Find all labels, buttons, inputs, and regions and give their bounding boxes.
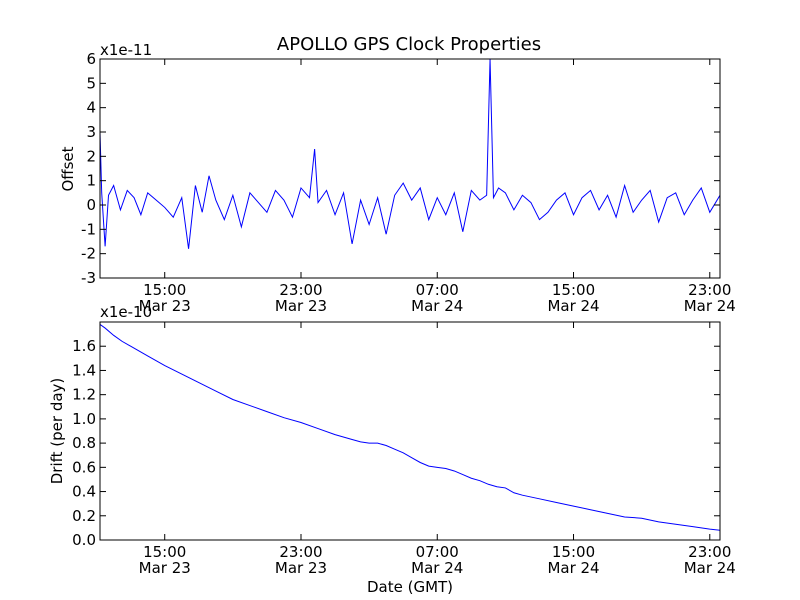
drift-x-tick-time-label: 15:00: [552, 543, 595, 561]
drift-y-tick-label: 0.0: [72, 531, 96, 549]
drift-x-tick-date-label: Mar 24: [547, 559, 599, 577]
offset-y-tick-label: 1: [86, 172, 96, 190]
offset-y-tick-label: -2: [81, 245, 96, 263]
drift-y-tick-label: 0.6: [72, 458, 96, 476]
drift-x-tick-date-label: Mar 23: [139, 559, 191, 577]
offset-x-tick-date-label: Mar 23: [139, 297, 191, 315]
drift-y-tick-label: 0.8: [72, 434, 96, 452]
offset-y-tick-label: 4: [86, 99, 96, 117]
drift-y-axis-label: Drift (per day): [48, 378, 66, 485]
drift-panel: x1e-10 Drift (per day) 0.0 0.2 0.4 0.6 0.8 1.…: [48, 303, 736, 577]
offset-y-tick-label: 5: [86, 74, 96, 92]
drift-y-tick-label: 0.4: [72, 483, 96, 501]
drift-x-tick-date-label: Mar 24: [411, 559, 463, 577]
drift-series-group: [100, 324, 720, 531]
offset-y-tick-label: 0: [86, 196, 96, 214]
offset-y-axis-label: Offset: [59, 146, 77, 191]
offset-x-tick-date-label: Mar 23: [275, 297, 327, 315]
offset-scale-label: x1e-11: [100, 41, 152, 59]
drift-x-tick-time-label: 23:00: [279, 543, 322, 561]
offset-plot-frame: [99, 58, 721, 279]
drift-x-tick-time-label: 07:00: [416, 543, 459, 561]
drift-y-tick-label: 1.2: [72, 386, 96, 404]
drift-plot-frame: [99, 321, 721, 541]
drift-x-tick-date-label: Mar 24: [684, 559, 736, 577]
offset-x-tick-time-label: 15:00: [552, 281, 595, 299]
drift-y-tick-label: 0.2: [72, 507, 96, 525]
offset-y-tick-label: 3: [86, 123, 96, 141]
offset-x-tick-date-label: Mar 24: [684, 297, 736, 315]
offset-x-tick-time-label: 23:00: [688, 281, 731, 299]
x-axis-label: Date (GMT): [367, 578, 453, 596]
drift-x-tick-date-label: Mar 23: [275, 559, 327, 577]
offset-series-group: [100, 59, 720, 249]
offset-x-tick-time-label: 07:00: [416, 281, 459, 299]
drift-y-tick-label: 1.0: [72, 410, 96, 428]
drift-y-tick-label: 1.4: [72, 361, 96, 379]
drift-scale-label: x1e-10: [100, 303, 152, 321]
offset-x-tick-time-label: 15:00: [143, 281, 186, 299]
drift-series-line: [100, 324, 720, 531]
offset-y-tick-label: 2: [86, 147, 96, 165]
offset-y-tick-label: -1: [81, 220, 96, 238]
offset-series-line: [100, 59, 720, 249]
drift-y-tick-label: 1.6: [72, 337, 96, 355]
chart-title: APOLLO GPS Clock Properties: [277, 34, 541, 55]
drift-x-tick-time-label: 23:00: [688, 543, 731, 561]
offset-x-tick-date-label: Mar 24: [411, 297, 463, 315]
offset-x-tick-date-label: Mar 24: [547, 297, 599, 315]
offset-x-tick-time-label: 23:00: [279, 281, 322, 299]
offset-y-tick-label: -3: [81, 269, 96, 287]
offset-y-tick-label: 6: [86, 50, 96, 68]
drift-x-tick-time-label: 15:00: [143, 543, 186, 561]
